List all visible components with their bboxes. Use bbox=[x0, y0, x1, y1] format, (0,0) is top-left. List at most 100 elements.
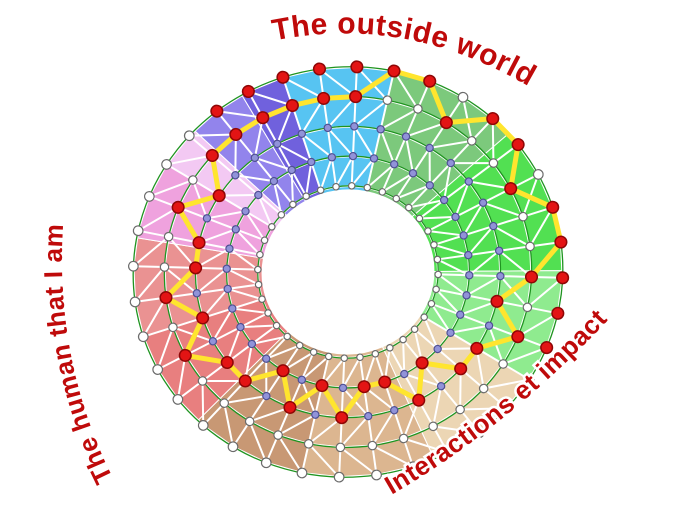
mesh-node bbox=[390, 406, 399, 415]
mesh-node bbox=[197, 376, 208, 386]
mesh-node bbox=[436, 382, 446, 391]
mesh-node bbox=[465, 271, 474, 280]
mesh-node bbox=[478, 198, 488, 207]
mesh-node bbox=[371, 349, 380, 358]
red-node bbox=[276, 364, 290, 378]
red-node bbox=[490, 294, 504, 308]
red-node bbox=[387, 64, 401, 78]
red-node bbox=[210, 104, 224, 118]
wheel-group bbox=[127, 60, 570, 483]
mesh-node bbox=[363, 183, 372, 192]
mesh-node bbox=[188, 175, 198, 185]
mesh-node bbox=[202, 214, 212, 223]
red-node bbox=[192, 236, 206, 250]
mesh-node bbox=[439, 195, 449, 205]
mesh-node bbox=[484, 321, 494, 330]
red-node bbox=[312, 62, 327, 76]
mesh-node bbox=[228, 304, 237, 313]
red-node bbox=[412, 393, 426, 407]
mesh-node bbox=[172, 394, 184, 405]
mesh-node bbox=[496, 271, 505, 281]
red-node bbox=[238, 374, 252, 388]
mesh-node bbox=[323, 123, 332, 133]
mesh-node bbox=[410, 325, 419, 334]
mesh-node bbox=[241, 207, 250, 216]
mesh-node bbox=[488, 158, 499, 168]
mesh-node bbox=[227, 441, 239, 453]
mesh-node bbox=[296, 467, 308, 479]
mesh-node bbox=[273, 139, 282, 149]
mesh-node bbox=[371, 469, 382, 481]
mesh-node bbox=[231, 225, 240, 234]
mesh-node bbox=[307, 157, 316, 167]
red-node bbox=[378, 375, 392, 389]
mesh-node bbox=[311, 410, 320, 419]
mesh-node bbox=[309, 348, 318, 356]
mesh-node bbox=[332, 182, 340, 191]
red-node bbox=[454, 362, 468, 376]
label-human-that-i-am: The human that I am bbox=[38, 223, 119, 489]
mesh-node bbox=[376, 125, 385, 134]
mesh-node bbox=[137, 331, 149, 343]
mesh-node bbox=[459, 231, 468, 240]
mesh-node bbox=[356, 353, 364, 362]
mesh-node bbox=[408, 169, 418, 178]
red-node bbox=[546, 200, 560, 214]
mesh-node bbox=[434, 270, 442, 279]
mesh-node bbox=[222, 264, 231, 273]
mesh-node bbox=[415, 214, 424, 223]
red-node bbox=[317, 91, 331, 105]
red-node bbox=[357, 380, 371, 394]
mesh-node bbox=[451, 212, 460, 222]
red-node bbox=[551, 306, 565, 320]
mesh-node bbox=[430, 241, 438, 249]
mesh-node bbox=[254, 190, 263, 200]
mesh-node bbox=[163, 231, 174, 242]
mesh-node bbox=[152, 364, 164, 375]
red-node bbox=[220, 355, 234, 370]
mesh-node bbox=[455, 404, 465, 415]
mesh-node bbox=[392, 194, 401, 203]
mesh-node bbox=[247, 339, 257, 349]
mesh-node bbox=[401, 132, 411, 141]
mesh-node bbox=[303, 439, 314, 449]
mesh-node bbox=[236, 322, 245, 332]
mesh-node bbox=[254, 280, 263, 289]
red-node bbox=[171, 200, 185, 214]
mesh-node bbox=[501, 402, 513, 414]
red-node bbox=[178, 348, 192, 362]
mesh-node bbox=[197, 420, 209, 431]
mesh-node bbox=[268, 223, 276, 231]
mesh-node bbox=[295, 341, 304, 350]
mesh-node bbox=[208, 337, 218, 346]
mesh-node bbox=[464, 250, 473, 260]
mesh-node bbox=[302, 192, 310, 200]
mesh-node bbox=[192, 289, 202, 298]
mesh-node bbox=[273, 430, 283, 440]
red-node bbox=[415, 356, 429, 370]
mesh-node bbox=[478, 383, 489, 394]
mesh-node bbox=[143, 191, 155, 202]
mesh-node bbox=[272, 321, 281, 330]
mesh-node bbox=[348, 151, 358, 161]
mesh-node bbox=[446, 328, 455, 337]
mesh-node bbox=[407, 461, 419, 473]
label-human-that-i-am-text: The human that I am bbox=[35, 220, 120, 491]
mesh-node bbox=[399, 335, 407, 344]
mesh-node bbox=[256, 250, 264, 259]
mesh-node bbox=[522, 302, 533, 313]
mesh-node bbox=[420, 313, 428, 321]
mesh-node bbox=[260, 457, 272, 469]
mesh-node bbox=[532, 169, 544, 180]
mesh-node bbox=[489, 221, 498, 231]
mesh-node bbox=[258, 295, 266, 303]
mesh-node bbox=[161, 159, 172, 170]
mesh-node bbox=[498, 359, 508, 369]
red-node bbox=[423, 74, 437, 88]
mesh-node bbox=[425, 181, 434, 190]
red-node bbox=[350, 60, 364, 74]
mesh-node bbox=[244, 416, 255, 427]
red-node bbox=[470, 341, 484, 355]
